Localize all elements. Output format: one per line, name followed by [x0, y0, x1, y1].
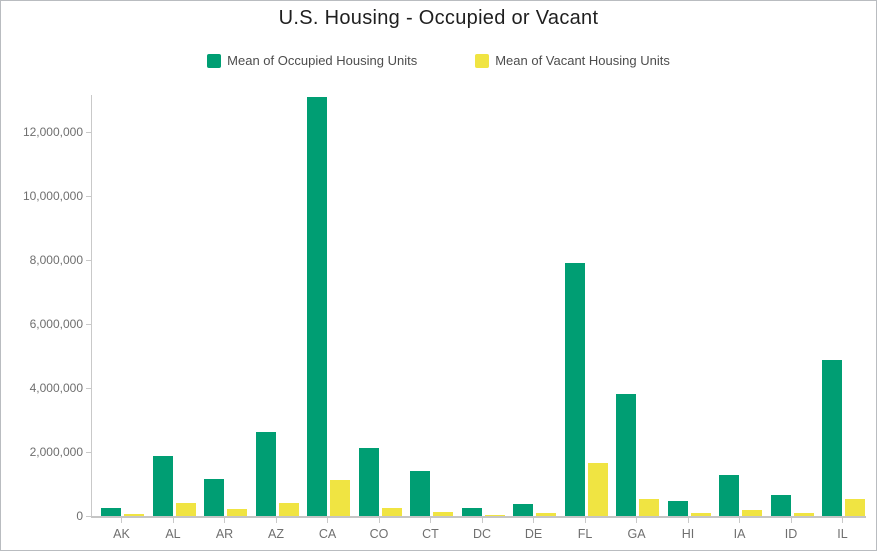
x-axis-label-IA: IA [733, 527, 746, 541]
x-axis-label-FL: FL [577, 527, 593, 541]
x-axis-tick [224, 518, 225, 523]
x-axis-tick [378, 518, 380, 523]
bar-occupied-FL[interactable] [564, 263, 585, 516]
legend-label-vacant: Mean of Vacant Housing Units [495, 53, 670, 68]
x-axis-label-DE: DE [524, 527, 543, 541]
x-axis-tick [584, 518, 586, 523]
y-axis-tick-label: 8,000,000 [29, 253, 83, 267]
y-axis-tick [85, 387, 91, 389]
y-axis-tick [85, 195, 91, 197]
bar-occupied-AK[interactable] [101, 508, 121, 516]
bar-vacant-HI[interactable] [690, 512, 711, 516]
y-axis-tick-label: 6,000,000 [29, 317, 83, 331]
legend-label-occupied: Mean of Occupied Housing Units [227, 53, 418, 68]
bar-vacant-AZ[interactable] [278, 503, 299, 516]
x-axis-tick [739, 518, 740, 523]
y-axis-tick-label: 10,000,000 [22, 189, 83, 203]
x-axis-label-ID: ID [784, 527, 798, 541]
x-axis-line [90, 515, 866, 518]
y-axis-tick [85, 259, 91, 261]
x-axis-label-CA: CA [318, 527, 337, 541]
x-axis-tick [481, 518, 483, 523]
bar-occupied-CT[interactable] [410, 470, 430, 516]
x-axis-tick [687, 518, 689, 523]
x-axis-tick [121, 518, 122, 523]
bar-occupied-DC[interactable] [461, 507, 482, 516]
bar-vacant-CA[interactable] [330, 480, 350, 516]
x-axis-tick [533, 518, 534, 523]
occupied-series-swatch-icon [207, 53, 222, 68]
bar-occupied-CA[interactable] [307, 96, 327, 516]
x-axis-tick [275, 518, 277, 523]
bar-occupied-GA[interactable] [616, 394, 636, 516]
bar-vacant-IA[interactable] [742, 510, 762, 516]
legend-item-vacant[interactable]: Mean of Vacant Housing Units [475, 53, 670, 68]
bar-occupied-IL[interactable] [822, 359, 842, 516]
x-axis-label-IL: IL [837, 527, 848, 541]
x-axis-label-CO: CO [369, 527, 389, 541]
y-axis-tick-label: 4,000,000 [29, 381, 83, 395]
legend: Mean of Occupied Housing Units Mean of V… [1, 53, 876, 68]
bar-occupied-DE[interactable] [513, 504, 533, 516]
x-axis-label-CT: CT [422, 527, 439, 541]
x-axis-label-HI: HI [681, 527, 695, 541]
x-axis-tick [327, 518, 328, 523]
x-axis-tick [790, 518, 792, 523]
bar-occupied-IA[interactable] [719, 475, 739, 516]
bar-vacant-AK[interactable] [124, 513, 144, 516]
x-axis-tick [430, 518, 431, 523]
y-axis-tick-label: 2,000,000 [29, 445, 83, 459]
bar-occupied-AZ[interactable] [255, 432, 276, 516]
bar-occupied-CO[interactable] [358, 447, 379, 516]
y-axis-tick-label: 12,000,000 [22, 125, 83, 139]
bar-vacant-CT[interactable] [433, 511, 453, 516]
bar-occupied-HI[interactable] [667, 500, 688, 516]
x-axis-tick [636, 518, 637, 523]
bar-vacant-GA[interactable] [639, 499, 659, 516]
legend-item-occupied[interactable]: Mean of Occupied Housing Units [207, 53, 417, 68]
y-axis-tick-label: 0 [76, 509, 83, 523]
bar-occupied-AL[interactable] [152, 456, 173, 516]
y-axis-tick [85, 323, 91, 325]
x-axis-label-GA: GA [627, 527, 646, 541]
x-axis-label-AK: AK [113, 527, 130, 541]
x-axis-label-AL: AL [165, 527, 181, 541]
y-axis-tick [85, 451, 91, 453]
bar-vacant-IL[interactable] [845, 499, 865, 516]
x-axis-tick [172, 518, 174, 523]
bar-vacant-AR[interactable] [227, 509, 247, 516]
bar-vacant-DC[interactable] [484, 514, 505, 516]
y-axis-tick [85, 131, 91, 133]
x-axis-label-DC: DC [472, 527, 492, 541]
x-axis-tick [842, 518, 843, 523]
bar-vacant-FL[interactable] [587, 463, 608, 516]
bar-vacant-ID[interactable] [793, 512, 814, 516]
x-axis-label-AZ: AZ [268, 527, 284, 541]
x-axis-label-AR: AR [215, 527, 234, 541]
vacant-series-swatch-icon [475, 53, 490, 68]
bar-occupied-ID[interactable] [770, 495, 791, 516]
y-axis-line [90, 95, 92, 518]
bar-vacant-DE[interactable] [536, 513, 556, 516]
bar-vacant-CO[interactable] [381, 507, 402, 516]
y-axis-tick [85, 515, 91, 517]
chart-title: U.S. Housing - Occupied or Vacant [278, 7, 599, 29]
bar-occupied-AR[interactable] [204, 478, 224, 516]
bar-vacant-AL[interactable] [175, 502, 196, 516]
